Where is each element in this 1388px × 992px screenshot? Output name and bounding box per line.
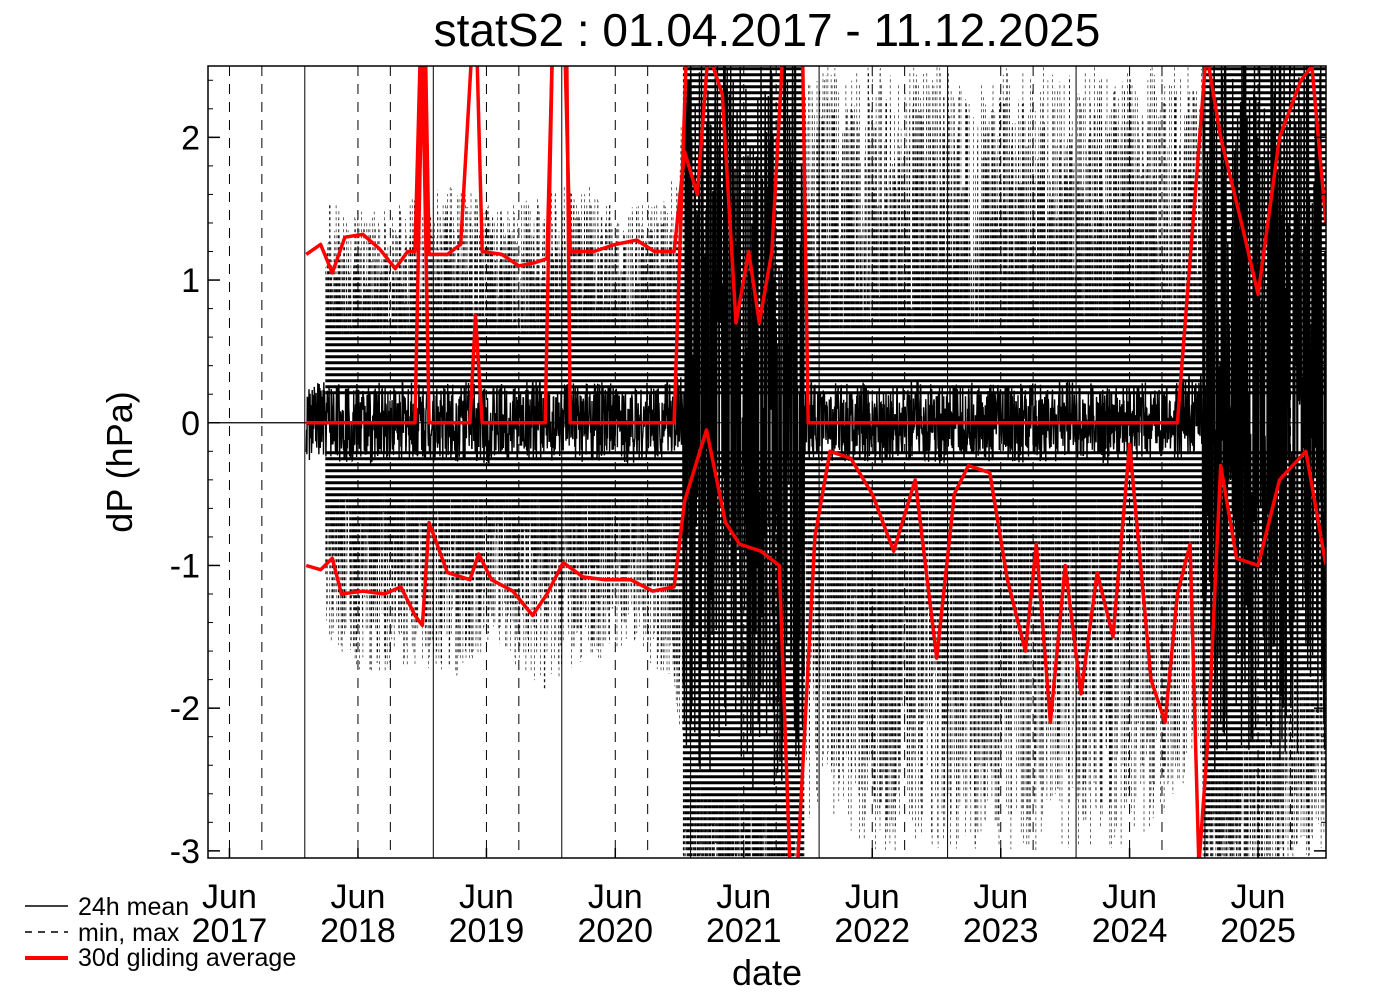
x-tick-label-month: Jun bbox=[202, 878, 257, 916]
plot-area bbox=[208, 66, 1326, 858]
x-tick-label-year: 2023 bbox=[963, 912, 1039, 950]
x-tick-label-month: Jun bbox=[331, 878, 386, 916]
series-30d-average-lower-line bbox=[305, 428, 1326, 858]
y-tick-label: 2 bbox=[181, 119, 200, 157]
x-tick-label-month: Jun bbox=[588, 878, 643, 916]
x-tick-label-year: 2021 bbox=[706, 912, 782, 950]
y-tick-label: -3 bbox=[170, 833, 200, 871]
x-tick-label-year: 2017 bbox=[192, 912, 268, 950]
legend-label-min-max: min, max bbox=[78, 919, 180, 947]
x-tick-label-month: Jun bbox=[716, 878, 771, 916]
x-tick-label-year: 2022 bbox=[834, 912, 910, 950]
legend-label-24h-mean: 24h mean bbox=[78, 893, 189, 921]
x-tick-label-month: Jun bbox=[845, 878, 900, 916]
x-tick-label-year: 2024 bbox=[1092, 912, 1168, 950]
legend-label-30d-average: 30d gliding average bbox=[78, 944, 296, 972]
y-tick-label: -1 bbox=[170, 547, 200, 585]
x-tick-label-month: Jun bbox=[1231, 878, 1286, 916]
x-tick-label-month: Jun bbox=[1102, 878, 1157, 916]
y-tick-label: 1 bbox=[181, 262, 200, 300]
axes: -3-2-1012Jun2017Jun2018Jun2019Jun2020Jun… bbox=[170, 65, 1327, 950]
x-tick-label-month: Jun bbox=[459, 878, 514, 916]
x-tick-label-year: 2025 bbox=[1220, 912, 1296, 950]
plot-frame bbox=[207, 65, 1327, 859]
x-axis-label: date bbox=[732, 952, 802, 992]
y-tick-label: 0 bbox=[181, 405, 200, 443]
x-tick-label-year: 2020 bbox=[577, 912, 653, 950]
series-24h-mean-line bbox=[305, 66, 1326, 790]
legend: 24h mean min, max 30d gliding average bbox=[25, 893, 296, 972]
y-axis-label: dP (hPa) bbox=[99, 391, 140, 532]
series-30d-average-upper-line bbox=[305, 66, 784, 325]
y-tick-label: -2 bbox=[170, 690, 200, 728]
chart-title: statS2 : 01.04.2017 - 11.12.2025 bbox=[434, 4, 1101, 56]
plot-clip-group bbox=[208, 66, 1326, 858]
x-tick-label-month: Jun bbox=[973, 878, 1028, 916]
series-30d-average-middle-line bbox=[306, 66, 1326, 425]
x-tick-label-year: 2018 bbox=[320, 912, 396, 950]
x-tick-label-year: 2019 bbox=[449, 912, 525, 950]
